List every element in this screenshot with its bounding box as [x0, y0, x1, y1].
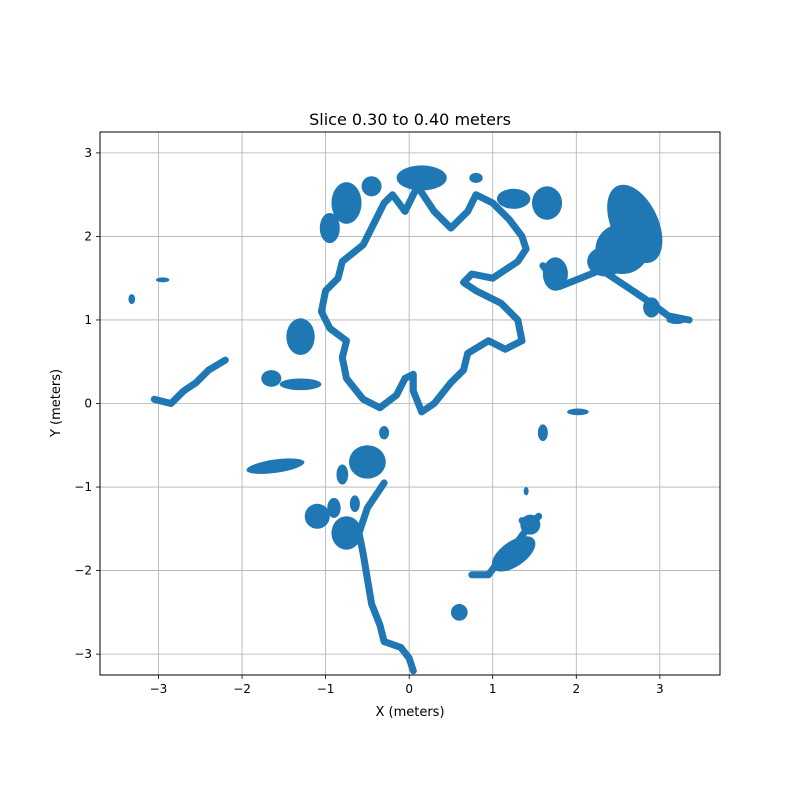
point-cloud-blob [531, 186, 563, 220]
y-tick-label: 2 [84, 229, 92, 243]
point-cloud-blob [336, 464, 349, 485]
point-cloud-inner-boundary [317, 182, 530, 416]
x-tick-label: 1 [489, 682, 497, 696]
x-tick-label: −1 [317, 682, 335, 696]
point-cloud-blob [523, 487, 529, 496]
y-tick-label: −1 [74, 480, 92, 494]
point-cloud-blob [331, 516, 362, 550]
x-tick-label: 0 [405, 682, 413, 696]
data-layer [128, 165, 693, 675]
point-cloud-blob [542, 257, 568, 291]
point-cloud-west-strip [150, 356, 229, 407]
point-cloud-south-trail [355, 479, 417, 675]
point-cloud-blob [666, 315, 687, 325]
point-cloud-blob [496, 188, 531, 209]
x-tick-label: −3 [150, 682, 168, 696]
chart-title: Slice 0.30 to 0.40 meters [309, 110, 511, 129]
y-tick-label: −2 [74, 564, 92, 578]
point-cloud-blob [567, 408, 589, 416]
x-tick-label: −2 [233, 682, 251, 696]
point-cloud-blob [128, 294, 136, 305]
point-cloud-blob [246, 458, 305, 474]
point-cloud-blob [331, 182, 362, 224]
point-cloud-blob [361, 176, 382, 197]
y-tick-label: 0 [84, 397, 92, 411]
point-cloud-blob [379, 426, 390, 440]
point-cloud-blob [327, 497, 341, 518]
point-cloud-blob [520, 514, 541, 535]
point-cloud-blob [349, 495, 360, 513]
ticks: −3 −2 −1 0 1 2 3 −3 −2 −1 0 1 2 3 [74, 146, 663, 696]
point-cloud-blob [261, 370, 282, 387]
point-cloud-blob [304, 503, 330, 529]
point-cloud-blob [349, 445, 386, 479]
y-tick-label: 3 [84, 146, 92, 160]
point-cloud-blob [155, 277, 170, 283]
y-tick-label: −3 [74, 647, 92, 661]
point-cloud-blob [279, 378, 322, 391]
point-cloud-blob [587, 246, 624, 277]
point-cloud-blob [643, 297, 660, 318]
point-cloud-blob [396, 165, 447, 191]
x-tick-label: 2 [572, 682, 580, 696]
point-cloud-blob [450, 603, 468, 621]
y-tick-label: 1 [84, 313, 92, 327]
x-axis-label: X (meters) [375, 705, 444, 720]
y-axis-label: Y (meters) [49, 369, 64, 438]
point-cloud-blob [286, 318, 315, 356]
point-cloud-blob [469, 172, 483, 183]
point-cloud-blob [518, 517, 526, 524]
point-cloud-blob [491, 536, 536, 572]
point-cloud-blob [319, 213, 340, 244]
x-tick-label: 3 [656, 682, 664, 696]
point-cloud-blob [537, 424, 548, 442]
